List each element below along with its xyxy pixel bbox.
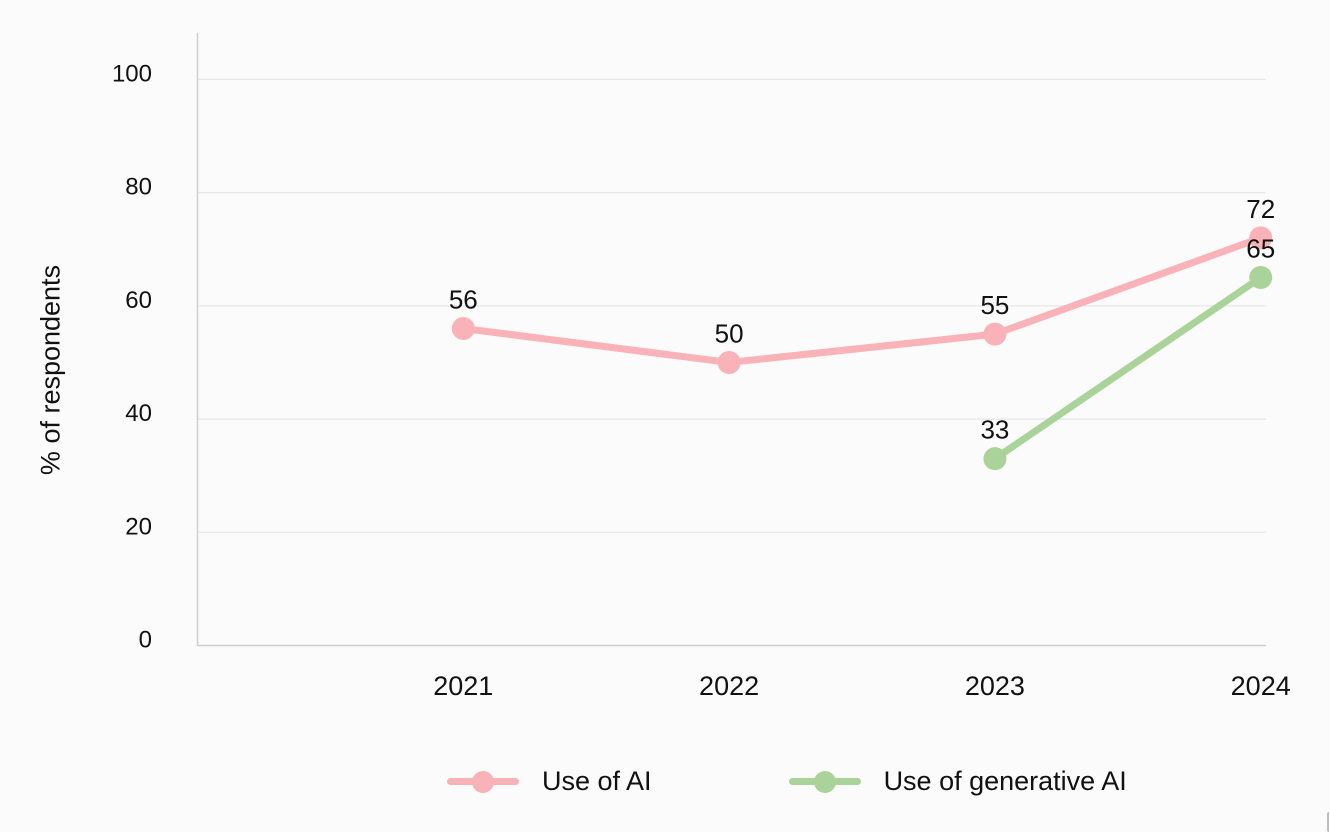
legend-label-use-of-generative-ai: Use of generative AI bbox=[883, 766, 1127, 796]
svg-text:100: 100 bbox=[112, 60, 152, 87]
svg-text:2023: 2023 bbox=[965, 671, 1025, 701]
legend-dot-icon bbox=[813, 770, 836, 793]
legend-marker-line-dot-icon bbox=[788, 769, 861, 795]
svg-text:55: 55 bbox=[980, 290, 1009, 320]
legend-item-use-of-generative-ai: Use of generative AI bbox=[788, 766, 1127, 797]
svg-text:2022: 2022 bbox=[699, 671, 759, 701]
svg-text:2024: 2024 bbox=[1231, 671, 1291, 701]
svg-text:56: 56 bbox=[449, 284, 478, 314]
svg-text:2021: 2021 bbox=[433, 671, 493, 701]
svg-text:33: 33 bbox=[980, 415, 1009, 445]
svg-text:20: 20 bbox=[125, 513, 152, 540]
svg-text:60: 60 bbox=[125, 287, 152, 314]
legend-label-use-of-ai: Use of AI bbox=[542, 766, 652, 796]
svg-text:72: 72 bbox=[1246, 194, 1275, 224]
svg-text:40: 40 bbox=[125, 400, 152, 427]
svg-text:65: 65 bbox=[1246, 234, 1275, 264]
chart-legend: Use of AI Use of generative AI bbox=[447, 766, 1127, 797]
legend-item-use-of-ai: Use of AI bbox=[447, 766, 652, 797]
legend-dot-icon bbox=[472, 770, 494, 793]
svg-text:50: 50 bbox=[715, 318, 744, 348]
corner-artifact bbox=[1327, 812, 1329, 832]
legend-marker-line-dot-icon bbox=[447, 769, 519, 795]
svg-text:80: 80 bbox=[125, 174, 152, 201]
svg-text:0: 0 bbox=[139, 627, 152, 654]
